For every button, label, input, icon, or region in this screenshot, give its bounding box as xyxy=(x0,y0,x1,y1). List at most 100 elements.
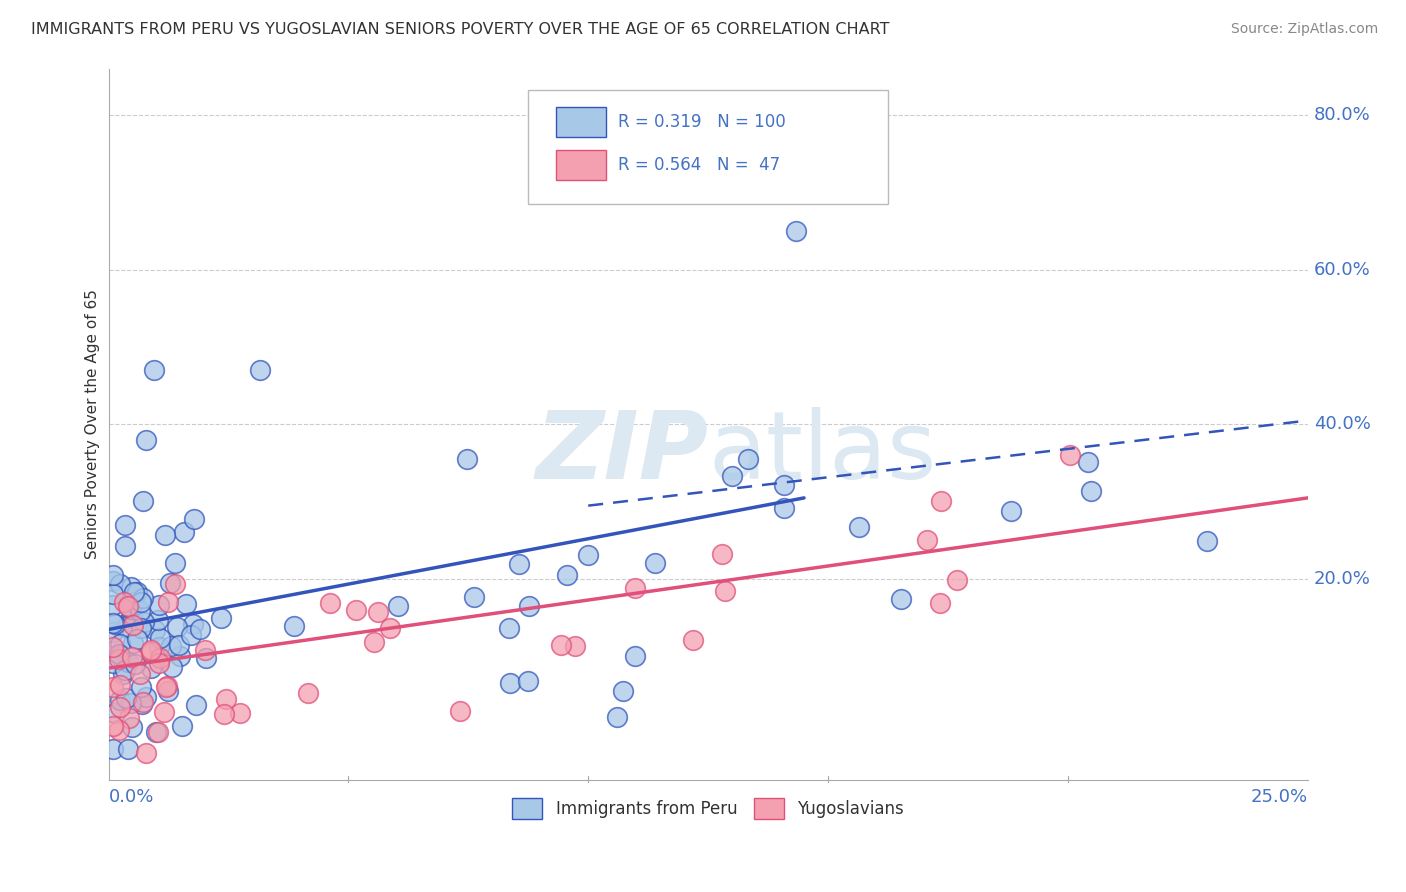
Point xyxy=(165,556,187,570)
Point xyxy=(772,501,794,516)
Point xyxy=(380,621,402,635)
Y-axis label: Seniors Poverty Over the Age of 65: Seniors Poverty Over the Age of 65 xyxy=(86,290,100,559)
Point xyxy=(772,477,794,491)
Point xyxy=(612,684,634,698)
Point xyxy=(104,706,127,720)
Point xyxy=(110,692,132,706)
Point xyxy=(387,599,409,613)
Point xyxy=(135,746,157,760)
Point xyxy=(120,601,142,615)
Text: 20.0%: 20.0% xyxy=(1313,570,1371,588)
Point xyxy=(167,639,190,653)
Point xyxy=(172,719,194,733)
Point xyxy=(103,586,125,600)
Point xyxy=(121,607,143,622)
Point xyxy=(135,433,157,447)
Point xyxy=(139,661,162,675)
Point xyxy=(249,363,271,377)
Point xyxy=(623,648,645,663)
Point xyxy=(104,617,127,632)
Point xyxy=(181,616,204,631)
FancyBboxPatch shape xyxy=(555,107,606,136)
Text: 60.0%: 60.0% xyxy=(1313,260,1371,278)
Point xyxy=(108,647,131,661)
Point xyxy=(517,674,540,689)
Point xyxy=(121,617,143,632)
Point xyxy=(564,639,586,653)
Point xyxy=(103,624,125,639)
Point xyxy=(159,639,181,653)
Point xyxy=(128,666,150,681)
Point xyxy=(1000,504,1022,518)
Point xyxy=(149,631,172,645)
Point xyxy=(114,664,136,678)
Point xyxy=(297,685,319,699)
Point xyxy=(146,725,169,739)
Point xyxy=(114,595,136,609)
Text: 0.0%: 0.0% xyxy=(108,788,155,806)
Point xyxy=(103,599,125,613)
Point xyxy=(153,705,176,719)
Point xyxy=(1195,534,1218,549)
Text: 40.0%: 40.0% xyxy=(1313,416,1371,434)
FancyBboxPatch shape xyxy=(529,90,889,203)
Point xyxy=(115,691,138,706)
Point xyxy=(122,595,145,609)
Point xyxy=(498,621,520,635)
Point xyxy=(915,533,938,547)
Text: 80.0%: 80.0% xyxy=(1313,106,1371,124)
Point xyxy=(103,657,125,671)
Text: ZIP: ZIP xyxy=(536,407,709,499)
Point xyxy=(131,680,153,694)
Point xyxy=(125,585,148,599)
Point xyxy=(117,599,139,613)
Point xyxy=(160,659,183,673)
Text: 25.0%: 25.0% xyxy=(1250,788,1308,806)
Point xyxy=(122,584,145,599)
Point xyxy=(103,742,125,756)
Point xyxy=(156,595,179,609)
Point xyxy=(557,567,579,582)
Point xyxy=(929,494,952,508)
Point xyxy=(118,710,141,724)
Point xyxy=(319,596,342,610)
Point xyxy=(108,651,131,665)
Point xyxy=(183,512,205,526)
Point xyxy=(456,451,478,466)
Point xyxy=(499,676,522,690)
Text: R = 0.319   N = 100: R = 0.319 N = 100 xyxy=(619,113,786,131)
Point xyxy=(209,611,232,625)
Point xyxy=(111,667,134,681)
Point xyxy=(110,648,132,663)
Point xyxy=(890,592,912,607)
Point xyxy=(1059,448,1081,462)
Text: R = 0.564   N =  47: R = 0.564 N = 47 xyxy=(619,155,780,174)
Point xyxy=(188,622,211,636)
Point xyxy=(785,224,807,238)
Point xyxy=(129,621,152,635)
Point xyxy=(149,650,172,665)
Point xyxy=(120,696,142,710)
Point xyxy=(139,644,162,658)
Point xyxy=(174,598,197,612)
Point xyxy=(165,577,187,591)
Point xyxy=(124,657,146,671)
Point xyxy=(118,614,141,628)
Text: Source: ZipAtlas.com: Source: ZipAtlas.com xyxy=(1230,22,1378,37)
Point xyxy=(132,695,155,709)
Point xyxy=(367,605,389,619)
Text: IMMIGRANTS FROM PERU VS YUGOSLAVIAN SENIORS POVERTY OVER THE AGE OF 65 CORRELATI: IMMIGRANTS FROM PERU VS YUGOSLAVIAN SENI… xyxy=(31,22,890,37)
Point xyxy=(194,643,217,657)
Point xyxy=(212,706,235,721)
Point xyxy=(576,548,599,562)
Text: atlas: atlas xyxy=(709,407,936,499)
Point xyxy=(132,591,155,605)
Point xyxy=(103,640,125,654)
Point xyxy=(132,494,155,508)
Point xyxy=(143,624,166,638)
Point xyxy=(363,635,385,649)
Point xyxy=(155,680,177,694)
Point xyxy=(166,620,188,634)
Point xyxy=(121,720,143,734)
Point xyxy=(550,638,572,652)
